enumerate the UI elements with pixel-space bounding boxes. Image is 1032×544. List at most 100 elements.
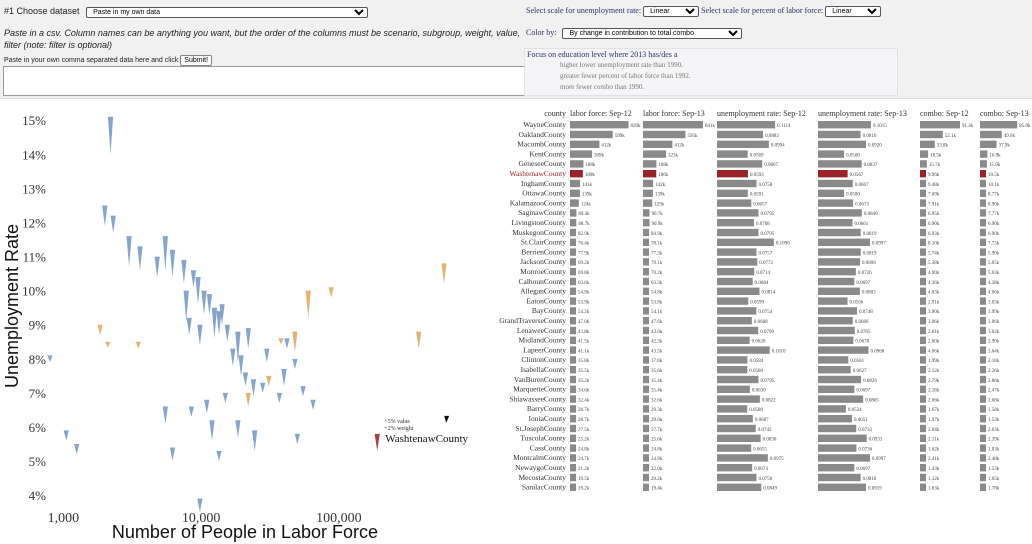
table-bar bbox=[818, 258, 861, 266]
table-row-county: ClintonCounty bbox=[521, 355, 566, 364]
table-bar-label: 1.78k bbox=[988, 487, 1000, 492]
data-point[interactable] bbox=[266, 375, 272, 387]
table-bar bbox=[980, 326, 986, 335]
data-point[interactable] bbox=[135, 341, 141, 349]
submit-button[interactable]: Submit! bbox=[180, 55, 213, 66]
data-point[interactable] bbox=[219, 304, 225, 325]
data-point[interactable] bbox=[374, 433, 380, 451]
data-point[interactable] bbox=[416, 331, 422, 349]
data-point[interactable] bbox=[74, 444, 80, 455]
csv-textarea[interactable] bbox=[3, 66, 529, 96]
table-bar bbox=[920, 326, 926, 335]
data-point[interactable] bbox=[242, 372, 249, 387]
table-bar bbox=[818, 385, 855, 393]
data-point[interactable] bbox=[300, 386, 306, 397]
column-header: unemployment rate: Sep-12 bbox=[717, 109, 806, 118]
table-bar-label: 1.62k bbox=[928, 447, 940, 452]
data-point[interactable] bbox=[281, 369, 287, 387]
color-by-label: Color by: bbox=[526, 28, 557, 37]
data-point[interactable] bbox=[235, 331, 241, 363]
dataset-select[interactable]: Paste in my own data bbox=[86, 7, 369, 18]
data-point[interactable] bbox=[224, 324, 230, 342]
data-point[interactable] bbox=[328, 287, 334, 298]
table-bar bbox=[818, 317, 853, 325]
data-point[interactable] bbox=[209, 420, 215, 441]
scatter-chart[interactable]: 4% 5% 6% 7% 8% 9% 10% 11% 12% 13% 14% 15% 1,000 10,00… bbox=[0, 98, 480, 544]
data-point[interactable] bbox=[238, 355, 244, 376]
data-point[interactable] bbox=[260, 382, 266, 393]
data-point[interactable] bbox=[294, 433, 300, 445]
focus-line-combo[interactable]: more fewer combo than 1990. bbox=[560, 83, 645, 91]
data-point[interactable] bbox=[162, 406, 168, 424]
data-point[interactable] bbox=[235, 420, 241, 438]
data-point[interactable] bbox=[276, 392, 282, 404]
data-point[interactable] bbox=[204, 399, 210, 414]
data-point[interactable] bbox=[245, 328, 251, 349]
data-point[interactable] bbox=[162, 236, 168, 271]
data-point[interactable] bbox=[197, 324, 203, 346]
data-point[interactable] bbox=[292, 331, 298, 353]
table-bar-label: 3.02k bbox=[988, 330, 1000, 335]
focus-line-labor[interactable]: greater fewer percent of labor force tha… bbox=[560, 72, 691, 80]
focus-line-unemployment[interactable]: higher lower unemployment rate than 1990… bbox=[560, 61, 683, 69]
table-bar-label: 0.0657 bbox=[753, 202, 767, 207]
data-point[interactable] bbox=[169, 447, 176, 462]
data-point[interactable] bbox=[216, 450, 222, 462]
data-point[interactable] bbox=[441, 263, 447, 284]
table-bar-label: 1.67k bbox=[928, 408, 940, 413]
data-point[interactable] bbox=[181, 259, 187, 284]
table-bar-label: 0.0772 bbox=[759, 261, 773, 266]
data-point[interactable] bbox=[310, 399, 316, 410]
table-bar bbox=[920, 179, 926, 188]
table-bar bbox=[920, 317, 926, 325]
data-point[interactable] bbox=[284, 338, 290, 349]
data-point[interactable] bbox=[169, 249, 176, 278]
data-point[interactable] bbox=[230, 348, 236, 366]
data-point[interactable] bbox=[154, 256, 160, 278]
table-bar bbox=[643, 297, 649, 305]
data-point[interactable] bbox=[245, 392, 251, 407]
data-point[interactable] bbox=[97, 324, 103, 335]
table-row-county: VanBurenCounty bbox=[514, 375, 566, 384]
color-by-select[interactable]: By change in contribution to total combo bbox=[562, 28, 743, 39]
data-point[interactable] bbox=[211, 307, 218, 339]
data-point[interactable] bbox=[126, 236, 132, 267]
data-point[interactable] bbox=[110, 215, 116, 233]
data-point[interactable] bbox=[222, 392, 228, 404]
data-point[interactable] bbox=[195, 277, 201, 305]
data-point[interactable] bbox=[102, 205, 108, 226]
labor-scale-select[interactable]: Linear bbox=[825, 6, 882, 17]
data-point[interactable] bbox=[186, 317, 192, 335]
data-point[interactable] bbox=[197, 498, 203, 513]
table-bar bbox=[818, 150, 845, 158]
table-bar bbox=[980, 121, 1018, 129]
unemp-scale-select[interactable]: Linear bbox=[643, 6, 700, 17]
data-point[interactable] bbox=[252, 430, 258, 451]
data-point[interactable] bbox=[206, 294, 213, 315]
data-point[interactable] bbox=[63, 430, 69, 441]
table-bar bbox=[818, 326, 855, 335]
table-bar bbox=[920, 375, 926, 384]
data-point[interactable] bbox=[188, 406, 194, 417]
table-bar bbox=[643, 366, 649, 374]
data-point[interactable] bbox=[305, 290, 311, 318]
table-bar-label: 0.0919 bbox=[868, 487, 882, 492]
data-point[interactable] bbox=[183, 290, 189, 322]
data-point[interactable] bbox=[278, 338, 284, 345]
data-point[interactable] bbox=[250, 379, 257, 397]
data-point[interactable] bbox=[201, 290, 207, 315]
table-bar bbox=[570, 434, 576, 442]
data-point[interactable] bbox=[107, 116, 114, 155]
table-bar-label: 0.0819 bbox=[863, 251, 877, 256]
data-point[interactable] bbox=[292, 358, 298, 370]
data-point[interactable] bbox=[105, 341, 111, 348]
table-bar-label: 16.9k bbox=[989, 153, 1001, 158]
data-point[interactable] bbox=[137, 246, 143, 271]
data-point[interactable] bbox=[190, 270, 197, 288]
data-point[interactable] bbox=[216, 311, 222, 335]
table-bar-label: 0.0697 bbox=[856, 389, 870, 394]
data-point[interactable] bbox=[264, 348, 270, 363]
table-bar bbox=[570, 258, 576, 266]
table-bar-label: 0.0997 bbox=[872, 242, 886, 247]
data-point[interactable] bbox=[47, 355, 53, 363]
